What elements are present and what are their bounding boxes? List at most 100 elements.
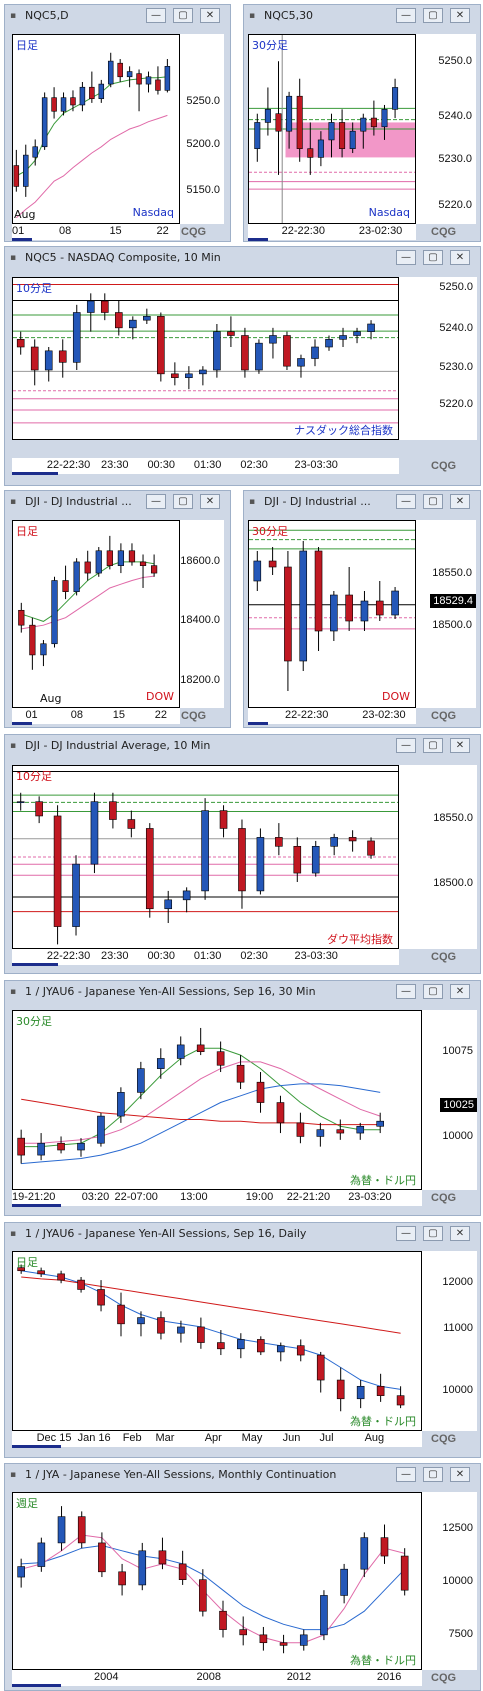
x-tick-label: 2008 xyxy=(196,1671,221,1683)
pin-icon[interactable]: ▪ xyxy=(249,497,256,507)
maximize-button[interactable]: ▢ xyxy=(423,1467,443,1482)
time-scrollbar[interactable] xyxy=(248,238,269,241)
time-scrollbar[interactable] xyxy=(248,722,269,725)
y-tick-label: 5250.0 xyxy=(186,94,220,107)
minimize-button[interactable]: — xyxy=(146,494,166,509)
time-scrollbar[interactable] xyxy=(12,238,33,241)
minimize-button[interactable]: — xyxy=(396,250,416,265)
window-title: 1 / JYAU6 - Japanese Yen-All Sessions, S… xyxy=(25,1227,307,1240)
candle-body xyxy=(239,1629,247,1636)
time-scrollbar[interactable] xyxy=(12,1445,62,1448)
x-tick-label: 22-22:30 xyxy=(46,950,91,962)
close-button[interactable]: ✕ xyxy=(450,494,470,509)
title-bar[interactable]: ▪ NQC5,D — ▢ ✕ xyxy=(5,5,230,27)
close-button[interactable]: ✕ xyxy=(200,494,220,509)
title-bar[interactable]: ▪ NQC5 - NASDAQ Composite, 10 Min — ▢ ✕ xyxy=(5,247,480,269)
maximize-button[interactable]: ▢ xyxy=(423,984,443,999)
window-title: DJI - DJ Industrial Average, 10 Min xyxy=(25,739,211,752)
maximize-button[interactable]: ▢ xyxy=(423,250,443,265)
candle-body xyxy=(126,71,133,78)
y-axis: 12500 10000 7500 xyxy=(422,1492,477,1670)
title-bar[interactable]: ▪ DJI - DJ Industrial ... — ▢ ✕ xyxy=(5,491,230,513)
candle-body xyxy=(253,560,262,582)
candle-body xyxy=(296,1345,305,1356)
price-chart xyxy=(249,35,415,223)
maximize-button[interactable]: ▢ xyxy=(423,8,443,23)
plot-area[interactable] xyxy=(12,1010,422,1190)
title-bar[interactable]: ▪ 1 / JYA - Japanese Yen-All Sessions, Mo… xyxy=(5,1464,480,1486)
x-tick-label: Feb xyxy=(122,1432,142,1444)
minimize-button[interactable]: — xyxy=(146,8,166,23)
maximize-button[interactable]: ▢ xyxy=(173,8,193,23)
candle-body xyxy=(164,66,171,91)
minimize-button[interactable]: — xyxy=(396,738,416,753)
window-title: DJI - DJ Industrial ... xyxy=(25,495,132,508)
title-bar[interactable]: ▪ 1 / JYAU6 - Japanese Yen-All Sessions, … xyxy=(5,1223,480,1245)
candle-body xyxy=(171,373,179,378)
pin-icon[interactable]: ▪ xyxy=(10,11,17,21)
time-scrollbar[interactable] xyxy=(12,1684,62,1687)
pin-icon[interactable]: ▪ xyxy=(249,11,256,21)
pin-icon[interactable]: ▪ xyxy=(10,1229,17,1239)
pin-icon[interactable]: ▪ xyxy=(10,497,17,507)
pin-icon[interactable]: ▪ xyxy=(10,741,17,751)
close-button[interactable]: ✕ xyxy=(450,1467,470,1482)
minimize-button[interactable]: — xyxy=(396,984,416,999)
time-scrollbar[interactable] xyxy=(12,472,59,475)
close-button[interactable]: ✕ xyxy=(450,8,470,23)
plot-area[interactable] xyxy=(12,34,180,224)
candle-body xyxy=(128,550,136,563)
candle-body xyxy=(17,1267,25,1272)
plot-area[interactable] xyxy=(12,520,180,708)
candle-body xyxy=(95,550,102,574)
x-tick-label: 13:00 xyxy=(180,1191,208,1203)
candle-body xyxy=(137,1068,145,1093)
candle-body xyxy=(356,1125,365,1134)
candle-body xyxy=(18,609,25,626)
close-button[interactable]: ✕ xyxy=(450,250,470,265)
candle-body xyxy=(118,1571,126,1586)
close-button[interactable]: ✕ xyxy=(450,1226,470,1241)
candle-body xyxy=(256,837,265,892)
candle-body xyxy=(150,565,158,574)
time-scrollbar[interactable] xyxy=(12,722,33,725)
time-scrollbar[interactable] xyxy=(12,1204,62,1207)
close-button[interactable]: ✕ xyxy=(450,738,470,753)
x-axis: 01 08 15 22 xyxy=(12,224,180,240)
close-button[interactable]: ✕ xyxy=(450,984,470,999)
pin-icon[interactable]: ▪ xyxy=(10,253,17,263)
plot-area[interactable] xyxy=(248,34,416,224)
pin-icon[interactable]: ▪ xyxy=(10,987,17,997)
maximize-button[interactable]: ▢ xyxy=(173,494,193,509)
title-bar[interactable]: ▪ DJI - DJ Industrial Average, 10 Min — ▢ ✕ xyxy=(5,735,480,757)
title-bar[interactable]: ▪ DJI - DJ Industrial ... — ▢ ✕ xyxy=(244,491,480,513)
plot-area[interactable] xyxy=(12,277,399,440)
pin-icon[interactable]: ▪ xyxy=(10,1470,17,1480)
close-button[interactable]: ✕ xyxy=(200,8,220,23)
title-bar[interactable]: ▪ 1 / JYAU6 - Japanese Yen-All Sessions, … xyxy=(5,981,480,1003)
y-tick-label: 18400.0 xyxy=(180,613,220,626)
plot-area[interactable] xyxy=(12,765,399,949)
candle-body xyxy=(90,801,99,865)
y-tick-label: 5240.0 xyxy=(439,321,473,334)
candle-body xyxy=(127,819,136,829)
minimize-button[interactable]: — xyxy=(396,1467,416,1482)
candle-body xyxy=(145,76,152,85)
plot-area[interactable] xyxy=(12,1492,422,1670)
minimize-button[interactable]: — xyxy=(396,494,416,509)
plot-area[interactable] xyxy=(248,520,416,708)
timeframe-label: 日足 xyxy=(16,525,38,538)
maximize-button[interactable]: ▢ xyxy=(423,494,443,509)
candle-body xyxy=(296,95,303,149)
plot-area[interactable] xyxy=(12,1251,422,1431)
title-bar[interactable]: ▪ NQC5,30 — ▢ ✕ xyxy=(244,5,480,27)
candle-body xyxy=(345,594,353,622)
candle-body xyxy=(360,600,369,622)
time-scrollbar[interactable] xyxy=(12,963,59,966)
minimize-button[interactable]: — xyxy=(396,8,416,23)
candle-body xyxy=(32,146,38,158)
candle-body xyxy=(77,1516,86,1544)
maximize-button[interactable]: ▢ xyxy=(423,1226,443,1241)
minimize-button[interactable]: — xyxy=(396,1226,416,1241)
maximize-button[interactable]: ▢ xyxy=(423,738,443,753)
